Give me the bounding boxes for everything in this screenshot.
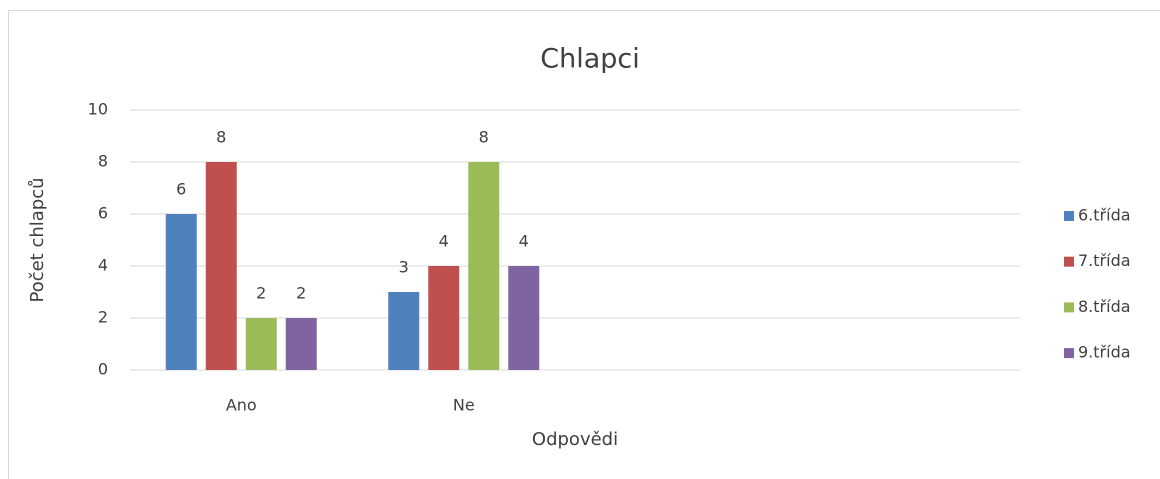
chart-title: Chlapci <box>540 44 640 75</box>
y-tick-label: 10 <box>88 100 108 119</box>
legend-swatch <box>1064 256 1074 267</box>
legend-label: 7.třída <box>1078 251 1131 270</box>
bar <box>428 266 460 370</box>
y-tick-label: 0 <box>98 360 108 379</box>
bar <box>468 162 500 370</box>
legend-label: 9.třída <box>1078 343 1131 362</box>
x-tick-label: Ano <box>226 396 257 415</box>
x-tick-label: Ne <box>453 396 475 415</box>
data-label: 8 <box>479 128 489 147</box>
data-label: 2 <box>256 284 266 303</box>
y-tick-label: 6 <box>98 204 108 223</box>
data-label: 4 <box>439 232 449 251</box>
data-label: 4 <box>519 232 529 251</box>
x-axis-label: Odpovědi <box>532 429 618 450</box>
y-axis-label: Počet chlapců <box>27 177 48 302</box>
data-label: 3 <box>399 258 409 277</box>
data-label: 8 <box>216 128 226 147</box>
legend-swatch <box>1064 302 1074 313</box>
bar <box>165 214 197 370</box>
chart-border <box>8 10 1160 479</box>
legend-swatch <box>1064 348 1074 359</box>
data-label: 2 <box>296 284 306 303</box>
y-tick-label: 4 <box>98 256 108 275</box>
y-tick-label: 2 <box>98 308 108 327</box>
bar <box>388 292 420 370</box>
legend-label: 6.třída <box>1078 206 1131 225</box>
legend-label: 8.třída <box>1078 297 1131 316</box>
bar <box>285 318 317 370</box>
data-label: 6 <box>176 180 186 199</box>
y-tick-label: 8 <box>98 152 108 171</box>
bar <box>205 162 237 370</box>
bar <box>245 318 277 370</box>
bar <box>508 266 540 370</box>
legend-swatch <box>1064 211 1074 221</box>
